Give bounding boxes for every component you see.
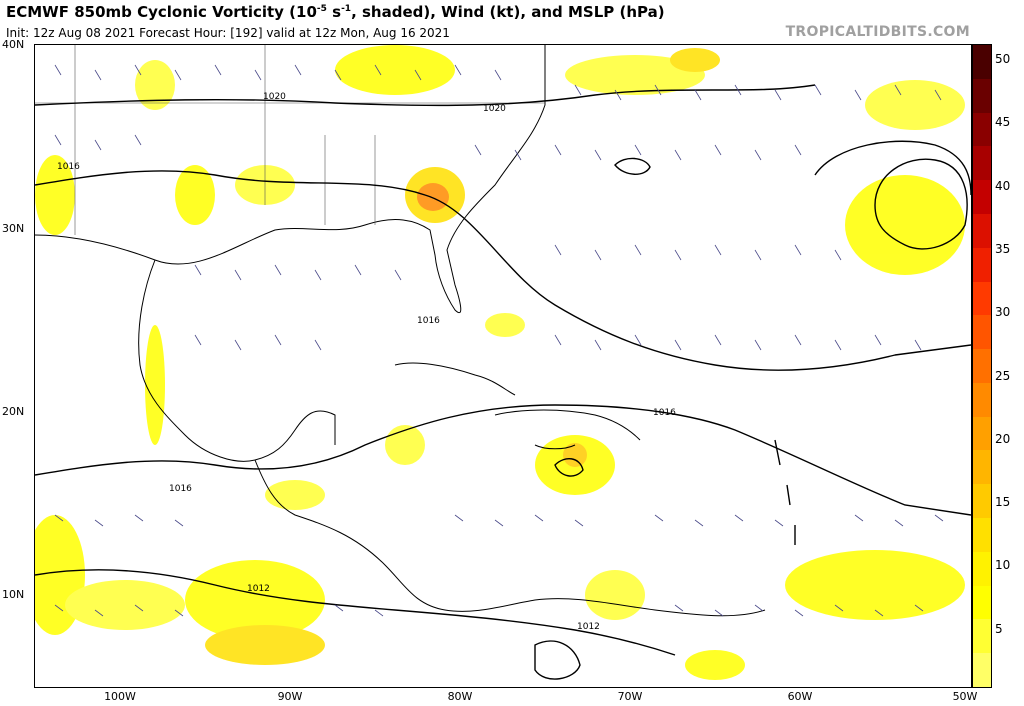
colorbar-tick-label: 5: [995, 621, 1003, 636]
colorbar-segment: [973, 450, 991, 485]
vorticity-shading: [35, 45, 965, 680]
colorbar-tick-label: 35: [995, 241, 1011, 256]
lat-label: 20N: [2, 405, 25, 418]
lon-label: 80W: [447, 690, 473, 703]
colorbar: [972, 44, 992, 688]
colorbar-segment: [973, 551, 991, 587]
colorbar-segment: [973, 213, 991, 249]
isobar-label: 1016: [653, 408, 676, 418]
lon-label: 70W: [617, 690, 643, 703]
isobar-label: 1016: [169, 484, 192, 494]
colorbar-tick-label: 30: [995, 305, 1011, 320]
isobar-label: 1016: [57, 162, 80, 172]
colorbar-tick-label: 25: [995, 368, 1011, 383]
colorbar-segment: [973, 382, 991, 418]
isobar-label: 1020: [263, 92, 286, 102]
lon-label: 60W: [787, 690, 813, 703]
colorbar-segment: [973, 112, 991, 147]
lat-label: 30N: [2, 222, 25, 235]
colorbar-segment: [973, 484, 991, 519]
colorbar-segment: [973, 315, 991, 350]
isobar-label: 1020: [483, 104, 506, 114]
brand-watermark: TROPICALTIDBITS.COM: [785, 24, 970, 40]
lat-label: 40N: [2, 38, 25, 51]
colorbar-tick-label: 15: [995, 495, 1011, 510]
colorbar-segment: [973, 349, 991, 384]
colorbar-segment: [973, 78, 991, 114]
colorbar-segment: [973, 146, 991, 181]
isobars: [35, 84, 971, 680]
lon-label: 100W: [104, 690, 136, 703]
isobar-label: 1016: [417, 316, 440, 326]
colorbar-segment: [973, 416, 991, 451]
map-subtitle: Init: 12z Aug 08 2021 Forecast Hour: [19…: [6, 26, 450, 40]
coastlines: [35, 45, 796, 617]
lon-label: 90W: [277, 690, 303, 703]
colorbar-segment: [973, 247, 991, 283]
colorbar-tick-label: 50: [995, 52, 1011, 66]
colorbar-tick-label: 20: [995, 431, 1011, 446]
wind-barbs: [54, 64, 944, 617]
weather-map: 1020 1020 1016 1016 1016 1016 1012 1012: [34, 44, 972, 688]
lon-label: 50W: [952, 690, 978, 703]
colorbar-tick-label: 45: [995, 115, 1011, 130]
colorbar-segment: [973, 585, 991, 620]
lat-label: 10N: [2, 588, 25, 601]
isobar-label: 1012: [247, 584, 270, 594]
colorbar-segment: [973, 518, 991, 553]
isobar-label: 1012: [577, 622, 600, 632]
colorbar-segment: [973, 180, 991, 215]
colorbar-segment: [973, 281, 991, 316]
colorbar-tick-label: 40: [995, 178, 1011, 193]
map-title: ECMWF 850mb Cyclonic Vorticity (10-5 s-1…: [6, 3, 665, 21]
map-canvas: 1020 1020 1016 1016 1016 1016 1012 1012: [35, 45, 971, 680]
colorbar-segment: [973, 653, 991, 688]
colorbar-tick-label: 10: [995, 558, 1011, 573]
colorbar-segment: [973, 619, 991, 654]
colorbar-segment: [973, 45, 991, 80]
